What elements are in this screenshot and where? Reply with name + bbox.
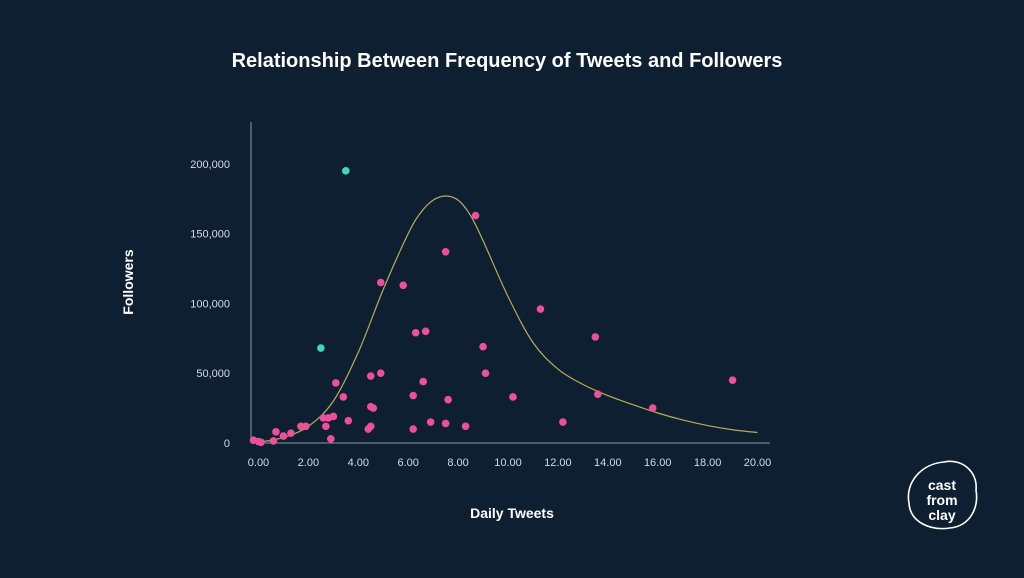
data-points (249, 167, 737, 447)
y-tick-label: 50,000 (196, 368, 230, 380)
data-point-accounts (376, 369, 385, 378)
data-point-accounts (471, 211, 480, 220)
data-point-accounts (269, 437, 278, 445)
data-point-accounts (728, 376, 737, 384)
y-tick-labels: 0 50,000 100,000 150,000 200,000 (190, 159, 230, 450)
x-tick-label: 8.00 (447, 457, 468, 469)
y-tick-label: 200,000 (190, 159, 230, 171)
data-point-accounts (344, 416, 353, 425)
x-tick-labels: 0.00 2.00 4.00 6.00 8.00 10.00 12.00 14.00 16.00… (248, 457, 772, 469)
data-point-accounts (441, 247, 450, 256)
logo-text-cast: cast (928, 477, 956, 493)
data-point-accounts (419, 377, 427, 386)
y-tick-label: 100,000 (190, 298, 230, 310)
data-point-accounts (559, 418, 567, 426)
data-point-accounts (366, 422, 375, 431)
data-point-outliers (342, 167, 350, 175)
data-point-accounts (411, 328, 420, 337)
data-point-accounts (399, 281, 408, 290)
data-point-outliers (317, 344, 325, 352)
data-point-accounts (648, 404, 657, 412)
logo-text-from: from (926, 492, 957, 508)
data-point-accounts (479, 342, 487, 351)
data-point-accounts (444, 395, 452, 404)
data-point-accounts (481, 369, 490, 378)
data-point-accounts (509, 393, 517, 401)
data-point-accounts (441, 419, 450, 428)
data-point-accounts (536, 305, 545, 313)
x-tick-label: 14.00 (594, 457, 622, 469)
logo-text-clay: clay (928, 507, 955, 523)
y-tick-label: 150,000 (190, 229, 230, 241)
cast-from-clay-logo: cast from clay (907, 460, 978, 530)
data-point-accounts (426, 418, 435, 426)
data-point-accounts (369, 404, 378, 412)
y-tick-label: 0 (224, 438, 230, 450)
data-point-accounts (329, 412, 338, 421)
data-point-accounts (366, 372, 375, 380)
x-tick-label: 2.00 (298, 457, 319, 469)
chart-title: Relationship Between Frequency of Tweets… (232, 50, 783, 72)
x-tick-label: 4.00 (348, 457, 369, 469)
x-tick-label: 6.00 (397, 457, 418, 469)
data-point-accounts (461, 422, 470, 431)
data-point-accounts (257, 438, 265, 447)
data-point-accounts (272, 428, 280, 436)
y-axis-label: Followers (120, 249, 136, 315)
data-point-accounts (339, 393, 348, 401)
data-point-accounts (376, 278, 385, 287)
x-tick-label: 20.00 (744, 457, 772, 469)
data-point-accounts (421, 327, 430, 336)
data-point-accounts (591, 333, 600, 341)
x-tick-label: 16.00 (644, 457, 672, 469)
data-point-accounts (409, 391, 417, 400)
x-tick-label: 12.00 (544, 457, 572, 469)
data-point-accounts (279, 432, 288, 440)
x-tick-label: 18.00 (694, 457, 722, 469)
trend-line (258, 195, 758, 443)
data-point-accounts (332, 379, 340, 387)
data-point-accounts (322, 422, 330, 431)
x-tick-label: 10.00 (494, 457, 522, 469)
x-tick-label: 0.00 (248, 457, 269, 469)
logo-blob-outline (907, 460, 978, 530)
data-point-accounts (302, 422, 310, 431)
data-point-accounts (409, 425, 417, 433)
x-axis-label: Daily Tweets (470, 505, 554, 521)
data-point-accounts (594, 390, 602, 398)
data-point-accounts (327, 435, 335, 443)
data-point-accounts (287, 429, 295, 438)
